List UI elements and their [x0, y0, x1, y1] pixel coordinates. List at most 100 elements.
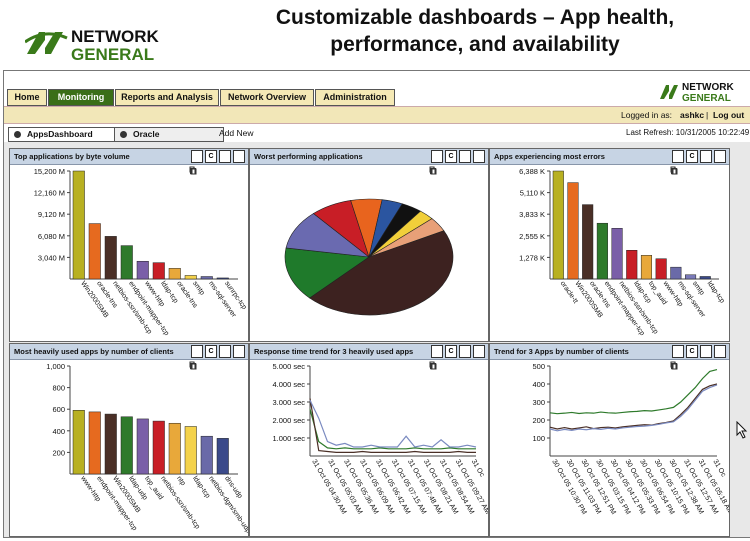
- x-tick-label: smtp: [191, 280, 205, 297]
- tab-oracle[interactable]: Oracle: [114, 127, 224, 142]
- edit-icon[interactable]: [671, 345, 684, 369]
- bar: [685, 274, 697, 280]
- y-tick-label: 5.000 sec: [272, 362, 305, 371]
- y-tick-label: 200: [52, 448, 65, 457]
- delete-icon[interactable]: [190, 150, 245, 175]
- nav-home[interactable]: Home: [7, 89, 47, 106]
- bar: [152, 420, 165, 475]
- export-icon[interactable]: [189, 345, 231, 370]
- panel-response-time-trend: Response time trend for 3 heavily used a…: [249, 343, 489, 537]
- y-tick-label: 6,080 M: [38, 232, 65, 241]
- bar: [88, 223, 101, 280]
- edit-icon[interactable]: [190, 150, 203, 174]
- bar: [120, 245, 133, 280]
- slide-title: Customizable dashboards – App health, pe…: [225, 4, 725, 58]
- panel-title: Trend for 3 Apps by number of clients: [494, 347, 629, 356]
- bar: [216, 277, 229, 280]
- panel-title: Most heavily used apps by number of clie…: [14, 347, 174, 356]
- panel-apps-most-errors: Apps experiencing most errors C 1,278 K 2,5…: [489, 148, 730, 342]
- nav-administration[interactable]: Administration: [315, 89, 395, 106]
- y-tick-label: 2,555 K: [519, 232, 545, 241]
- bar: [184, 426, 197, 475]
- panel-toolbar: C: [189, 150, 245, 175]
- export-icon[interactable]: [189, 150, 231, 175]
- copy-icon[interactable]: C: [686, 150, 698, 163]
- nav-network-overview[interactable]: Network Overview: [220, 89, 314, 106]
- series-line: [309, 409, 476, 450]
- export-icon[interactable]: [429, 150, 471, 175]
- copy-icon[interactable]: C: [205, 345, 217, 358]
- bar: [611, 228, 623, 280]
- logged-in-label: Logged in as:: [621, 110, 673, 120]
- copy-icon[interactable]: C: [445, 150, 457, 163]
- app-logo-mark-icon: [660, 85, 678, 99]
- delete-icon[interactable]: [430, 150, 485, 175]
- panel-title: Top applications by byte volume: [14, 152, 130, 161]
- y-tick-label: 600: [52, 405, 65, 414]
- delete-icon[interactable]: [430, 345, 485, 370]
- dashboard-tab-strip: AppsDashboard Oracle Add New Last Refres…: [4, 124, 750, 142]
- x-tick-label: 31 Oc: [470, 459, 486, 479]
- edit-icon[interactable]: [671, 150, 684, 174]
- series-line: [549, 383, 718, 430]
- bar: [216, 438, 229, 475]
- delete-icon[interactable]: [671, 150, 726, 175]
- y-tick-label: 15,200 M: [34, 167, 65, 176]
- series-line: [309, 399, 477, 448]
- pie-slice: [368, 218, 445, 258]
- bar: [184, 275, 197, 280]
- bar: [104, 236, 117, 280]
- y-tick-label: 800: [52, 384, 65, 393]
- bar: [104, 413, 117, 475]
- copy-icon[interactable]: C: [686, 345, 698, 358]
- chart-svg: 2004006008001,000www-httpendpoint-mapper…: [46, 362, 248, 535]
- bar: [596, 222, 608, 280]
- bar: [72, 410, 85, 475]
- nav-reports-and-analysis[interactable]: Reports and Analysis: [115, 89, 219, 106]
- last-refresh: Last Refresh: 10/31/2005 10:22:49: [626, 128, 750, 137]
- panel-header: Worst performing applications C: [250, 149, 488, 175]
- bar: [640, 255, 653, 280]
- y-tick-label: 500: [532, 362, 545, 371]
- bar: [136, 260, 149, 280]
- panel-toolbar: C: [189, 345, 245, 370]
- panel-toolbar: C: [429, 345, 485, 370]
- panel-title: Worst performing applications: [254, 152, 363, 161]
- edit-icon[interactable]: [190, 345, 203, 369]
- copy-icon[interactable]: C: [205, 150, 217, 163]
- dashboard-tab-icon: [14, 131, 21, 138]
- series-line: [549, 369, 718, 415]
- y-tick-label: 400: [52, 427, 65, 436]
- delete-icon[interactable]: [671, 345, 726, 370]
- panel-worst-performing-apps: Worst performing applications C: [249, 148, 489, 342]
- mouse-cursor-icon: [736, 421, 748, 439]
- y-tick-label: 1,000: [46, 362, 65, 371]
- y-tick-label: 3,833 K: [519, 210, 545, 219]
- copy-icon[interactable]: C: [445, 345, 457, 358]
- y-tick-label: 100: [532, 434, 545, 443]
- app-window: NETWORK GENERAL Home Monitoring Reports …: [3, 70, 750, 538]
- edit-icon[interactable]: [430, 150, 443, 174]
- logout-link[interactable]: Log out: [713, 110, 745, 120]
- bar: [552, 170, 564, 280]
- tab-apps-dashboard[interactable]: AppsDashboard: [8, 127, 116, 142]
- y-tick-label: 3,040 M: [38, 253, 65, 262]
- bar: [699, 276, 711, 280]
- edit-icon[interactable]: [430, 345, 443, 369]
- export-icon[interactable]: [670, 345, 712, 370]
- bar: [655, 258, 667, 280]
- bar: [567, 182, 579, 280]
- export-icon[interactable]: [429, 345, 471, 370]
- panel-trend-apps-clients: Trend for 3 Apps by number of clients C 10…: [489, 343, 730, 537]
- panel-toolbar: C: [429, 150, 485, 175]
- delete-icon[interactable]: [190, 345, 245, 370]
- username: ashkc: [680, 110, 705, 120]
- export-icon[interactable]: [670, 150, 712, 175]
- add-new-link[interactable]: Add New: [219, 128, 254, 138]
- bar: [136, 418, 149, 475]
- nav-monitoring[interactable]: Monitoring: [48, 89, 114, 106]
- panel-heavily-used-apps-clients: Most heavily used apps by number of clie…: [9, 343, 249, 537]
- panel-header: Apps experiencing most errors C: [490, 149, 729, 175]
- bar: [168, 422, 181, 475]
